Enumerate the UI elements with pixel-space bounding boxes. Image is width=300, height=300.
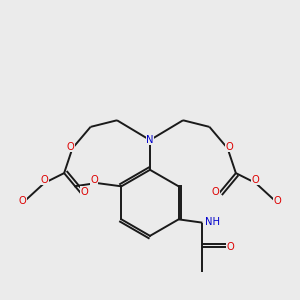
Text: O: O [19, 196, 27, 206]
Text: NH: NH [205, 217, 220, 227]
Text: O: O [81, 187, 88, 196]
Text: O: O [225, 142, 233, 152]
Text: O: O [212, 187, 219, 196]
Text: O: O [90, 175, 98, 185]
Text: O: O [226, 242, 234, 252]
Text: O: O [252, 175, 260, 185]
Text: O: O [40, 175, 48, 185]
Text: O: O [273, 196, 281, 206]
Text: N: N [146, 135, 154, 145]
Text: O: O [67, 142, 75, 152]
